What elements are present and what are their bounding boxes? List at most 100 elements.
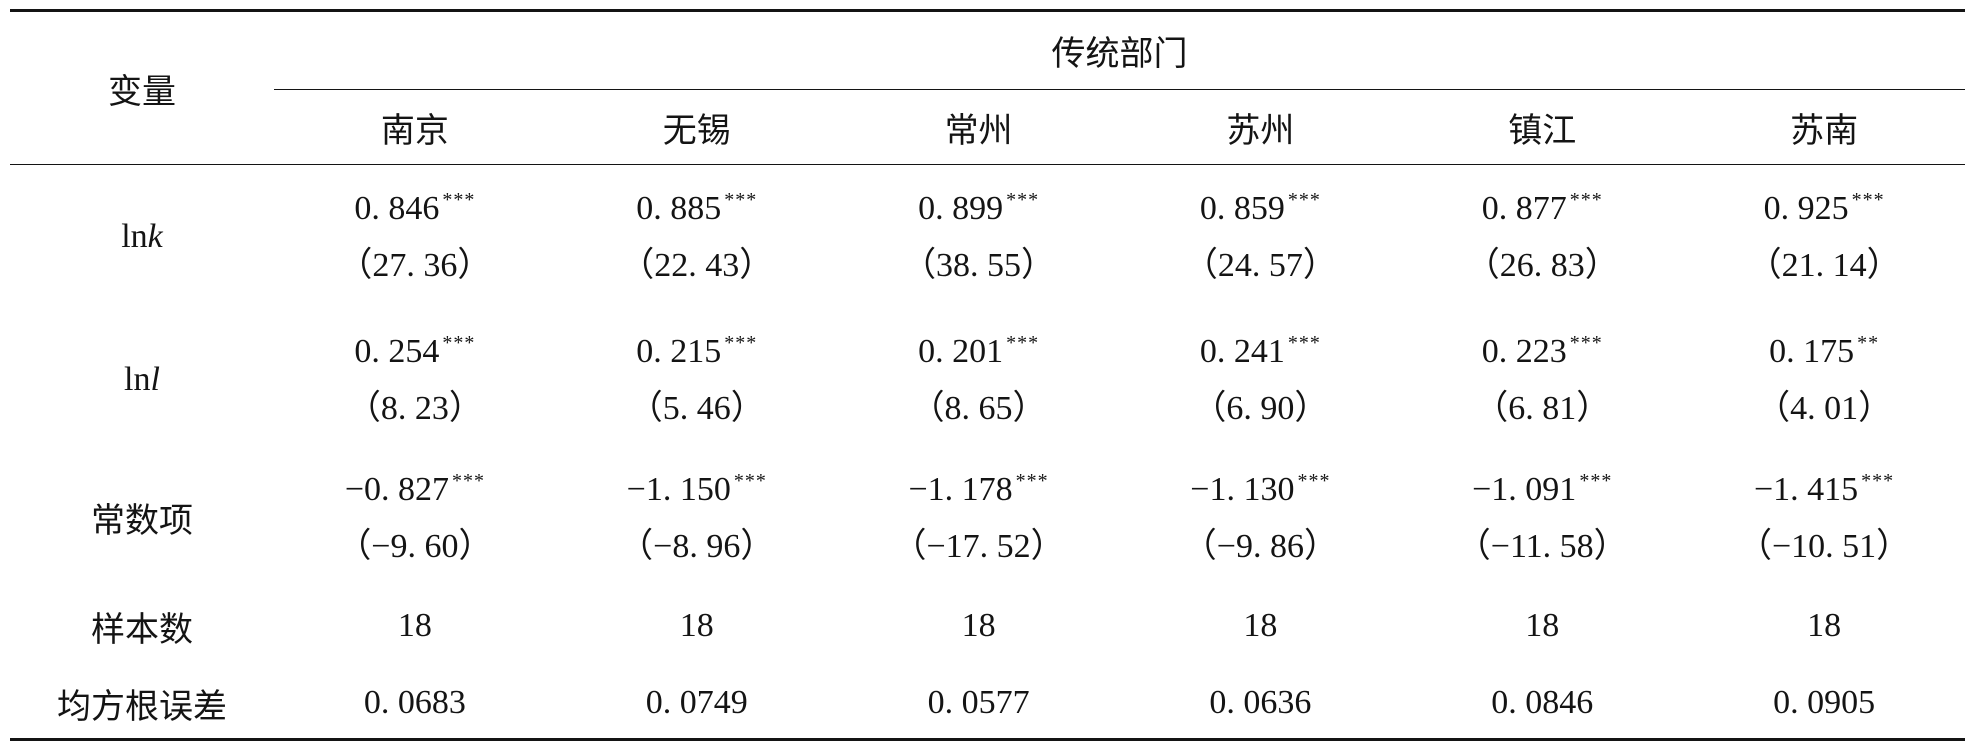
column-header-suzhou: 苏州 (1119, 89, 1402, 165)
significance-stars: *** (1297, 469, 1331, 492)
coefficient-value: 0. 846 (354, 190, 440, 227)
significance-stars: *** (724, 332, 758, 354)
coefficient: 0. 846 *** (274, 180, 556, 237)
t-statistic: （21. 14） (1747, 247, 1901, 284)
significance-stars: *** (1006, 332, 1040, 354)
estimate-cell: 0. 859 *** （24. 57） (1119, 165, 1401, 310)
table-row-lnk: lnk 0. 846 *** （27. 36） 0. 885 *** （22. 43） … (10, 165, 1965, 310)
t-statistic: （8. 65） (910, 390, 1047, 427)
coefficient: 0. 885 *** (556, 180, 838, 237)
significance-stars: *** (1569, 189, 1603, 211)
estimate-cell: 0. 201 *** （8. 65） (838, 309, 1120, 451)
t-statistic: （6. 81） (1474, 390, 1611, 427)
table-row-constant: 常数项 −0. 827 *** （−9. 60） −1. 150 *** （−8. 96… (10, 451, 1965, 584)
column-header-wuxi: 无锡 (555, 89, 838, 165)
table-row-sample-size: 样本数 18 18 18 18 18 18 (10, 584, 1965, 668)
coefficient: 0. 201 *** (838, 323, 1120, 380)
column-header-nanjing: 南京 (274, 89, 556, 165)
estimate-cell: −1. 178 *** （−17. 52） (838, 451, 1120, 584)
sample-size-value: 18 (1525, 607, 1560, 644)
header-row-group: 变量 传统部门 (10, 9, 1966, 165)
estimate-cell: 0. 215 *** （5. 46） (556, 309, 838, 451)
rmse-value: 0. 0636 (1119, 668, 1402, 741)
rmse-value: 0. 0905 (1683, 668, 1966, 741)
coefficient: −1. 150 *** (556, 461, 838, 518)
significance-stars: *** (1861, 469, 1895, 492)
estimate-cell: 0. 899 *** （38. 55） (838, 165, 1120, 310)
coefficient: −1. 178 *** (838, 461, 1120, 518)
row-label-variable: l (150, 361, 160, 398)
coefficient: 0. 223 *** (1401, 323, 1683, 380)
sample-size-value: 18 (1243, 607, 1278, 644)
t-statistic: （38. 55） (902, 247, 1056, 284)
estimate-cell: 0. 877 *** （26. 83） (1401, 165, 1683, 310)
row-label-sample-size: 样本数 (91, 611, 193, 649)
column-header-sunan: 苏南 (1683, 89, 1966, 165)
coefficient-value: 0. 201 (918, 333, 1004, 370)
coefficient-value: 0. 925 (1763, 190, 1849, 227)
coefficient-value: −1. 415 (1753, 470, 1859, 508)
significance-stars: *** (733, 469, 767, 492)
t-statistic: （−17. 52） (892, 527, 1065, 565)
coefficient-value: 0. 215 (636, 333, 722, 370)
coefficient: −1. 415 *** (1683, 461, 1965, 518)
rmse-value: 0. 0683 (274, 668, 556, 741)
t-statistic: （27. 36） (338, 247, 492, 284)
t-statistic: （−9. 60） (337, 527, 493, 565)
coefficient-value: 0. 877 (1481, 190, 1567, 227)
regression-table: 变量 传统部门 南京 无锡 常州 苏州 镇江 苏南 lnk 0. 846 *** （… (10, 9, 1966, 741)
coefficient-value: 0. 899 (918, 190, 1004, 227)
coefficient: −1. 091 *** (1401, 461, 1683, 518)
t-statistic: （−9. 86） (1182, 527, 1338, 565)
row-label-lnl: lnl (10, 309, 274, 451)
estimate-cell: −0. 827 *** （−9. 60） (274, 451, 556, 584)
significance-stars: *** (1579, 469, 1613, 492)
coefficient-value: 0. 885 (636, 190, 722, 227)
coefficient: 0. 877 *** (1401, 180, 1683, 237)
stub-header: 变量 (10, 9, 274, 165)
estimate-cell: 0. 175 ** （4. 01） (1683, 309, 1965, 451)
estimate-cell: 0. 241 *** （6. 90） (1119, 309, 1401, 451)
coefficient-value: −1. 091 (1472, 470, 1577, 508)
table-row-lnl: lnl 0. 254 *** （8. 23） 0. 215 *** （5. 46） 0.… (10, 309, 1965, 451)
rmse-value: 0. 0749 (555, 668, 838, 741)
rmse-value: 0. 0577 (837, 668, 1120, 741)
estimate-cell: −1. 091 *** （−11. 58） (1401, 451, 1683, 584)
significance-stars: *** (724, 189, 758, 211)
t-statistic: （−10. 51） (1737, 527, 1911, 565)
row-label-prefix: ln (121, 218, 148, 255)
significance-stars: *** (1851, 189, 1885, 211)
t-statistic: （5. 46） (628, 390, 765, 427)
t-statistic: （8. 23） (346, 390, 483, 427)
significance-stars: *** (452, 469, 485, 492)
coefficient: 0. 215 *** (556, 323, 838, 380)
coefficient-value: 0. 175 (1769, 333, 1855, 370)
row-label-variable: k (147, 218, 163, 255)
sample-size-value: 18 (397, 607, 432, 644)
group-header: 传统部门 (274, 9, 1966, 90)
t-statistic: （6. 90） (1192, 390, 1329, 427)
table-row-rmse: 均方根误差 0. 0683 0. 0749 0. 0577 0. 0636 0.… (10, 668, 1966, 741)
coefficient-value: −1. 130 (1190, 470, 1295, 508)
significance-stars: *** (1006, 189, 1040, 211)
estimate-cell: −1. 415 *** （−10. 51） (1683, 451, 1965, 584)
significance-stars: *** (1015, 469, 1049, 492)
significance-stars: *** (442, 189, 476, 211)
header-row-columns: 南京 无锡 常州 苏州 镇江 苏南 (10, 89, 1966, 165)
estimate-cell: 0. 885 *** （22. 43） (556, 165, 838, 310)
coefficient: 0. 925 *** (1683, 180, 1965, 237)
coefficient: −1. 130 *** (1119, 461, 1401, 518)
t-statistic: （24. 57） (1183, 247, 1337, 284)
coefficient-value: 0. 223 (1481, 333, 1567, 370)
t-statistic: （−8. 96） (619, 527, 775, 565)
row-label-lnk: lnk (10, 165, 274, 310)
estimate-cell: 0. 254 *** （8. 23） (274, 309, 556, 451)
estimate-cell: −1. 150 *** （−8. 96） (556, 451, 838, 584)
significance-stars: ** (1857, 332, 1880, 354)
t-statistic: （−11. 58） (1456, 527, 1628, 565)
t-statistic: （4. 01） (1756, 390, 1893, 427)
coefficient: 0. 175 ** (1683, 323, 1965, 380)
coefficient-value: −1. 150 (626, 470, 731, 508)
significance-stars: *** (442, 332, 476, 354)
estimate-cell: 0. 925 *** （21. 14） (1683, 165, 1965, 310)
